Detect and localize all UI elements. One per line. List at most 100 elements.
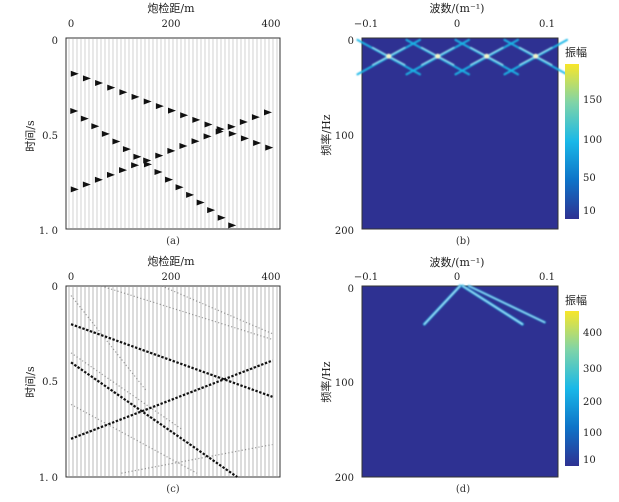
event-2-marker [119, 167, 128, 174]
panel-d-xtick-0: −0.1 [354, 272, 378, 283]
panel-b-caption: (b) [456, 236, 470, 247]
panel-a-title: 炮检距/m [147, 1, 195, 15]
event-2-marker [263, 109, 272, 116]
panel-d-xtick-1: 0 [454, 272, 460, 283]
event-1-marker [154, 169, 163, 176]
event-2-marker [227, 123, 236, 130]
event-1-marker [186, 191, 195, 198]
event-1-marker [70, 108, 79, 115]
spectral-energy [462, 285, 523, 325]
panel-c-traces [68, 285, 278, 476]
event-2 [70, 359, 273, 440]
panel-d-caption: (d) [456, 484, 470, 495]
panel-c-title: 炮检距/m [147, 254, 195, 268]
panel-d-ytick-1: 100 [335, 378, 354, 389]
event-2-marker [70, 186, 79, 193]
event-0-marker [143, 98, 152, 105]
panel-b-colorbar [565, 64, 579, 219]
event-0-marker [253, 139, 262, 146]
event-1-marker [80, 115, 89, 122]
panel-b-ytick-0: 0 [348, 36, 354, 47]
panel-d-ytick-0: 0 [348, 284, 354, 295]
panel-b-cb-tick-0: 150 [583, 95, 602, 106]
event-2-marker [94, 176, 103, 183]
panel-d-cb-tick-2: 200 [583, 397, 602, 408]
panel-b-xtick-0: −0.1 [354, 19, 378, 30]
event-2-marker [203, 133, 212, 140]
noise-event [70, 403, 198, 474]
event-1-marker [143, 161, 152, 168]
event-1-marker [196, 199, 205, 206]
event-1-marker [91, 123, 100, 130]
event-0-marker [107, 84, 116, 91]
panel-b-cb-tick-3: 10 [583, 206, 596, 217]
panel-a: 炮检距/m 0 200 400 0 0.5 1. 0 时间/s (a) [24, 1, 281, 247]
panel-a-caption: (a) [166, 236, 180, 247]
panel-b-xtick-1: 0 [454, 19, 460, 30]
event-2-marker [155, 152, 164, 159]
panel-c-ylabel: 时间/s [24, 366, 37, 398]
panel-a-ytick-0: 0 [52, 36, 58, 47]
event-2-marker [239, 118, 248, 125]
event-0-marker [192, 116, 201, 123]
panel-a-xtick-2: 400 [261, 19, 280, 30]
event-0-marker [155, 103, 164, 110]
event-0-marker [131, 93, 140, 100]
event-2-marker [131, 162, 140, 169]
panel-b-ytick-1: 100 [335, 131, 354, 142]
event-2-marker [82, 181, 91, 188]
panel-c-caption: (c) [166, 484, 180, 495]
panel-c-ytick-0: 0 [52, 282, 58, 293]
panel-a-events [70, 70, 274, 229]
panel-d-cb-tick-0: 400 [583, 328, 602, 339]
spectral-energy [423, 285, 461, 325]
panel-c-ytick-2: 1. 0 [39, 473, 58, 484]
panel-b-colorbar-label: 振幅 [565, 45, 587, 59]
event-0-marker [82, 75, 91, 82]
panel-d-title: 波数/(m⁻¹) [430, 256, 485, 269]
panel-d: 波数/(m⁻¹) −0.1 0 0.1 0 100 200 频率/Hz 振幅 4… [319, 256, 602, 495]
event-0-marker [180, 112, 189, 119]
panel-d-cb-tick-3: 100 [583, 428, 602, 439]
event-2-marker [179, 143, 188, 150]
event-0-marker [70, 70, 79, 77]
panel-b-plot-area [361, 37, 559, 230]
event-1-marker [217, 214, 226, 221]
panel-b-cb-tick-2: 50 [583, 173, 596, 184]
panel-b-xtick-2: 0.1 [539, 19, 555, 30]
panel-c-events [70, 323, 273, 478]
event-0-marker [95, 80, 104, 87]
event-2-marker [167, 147, 176, 154]
event-2-marker [106, 171, 115, 178]
event-1-marker [207, 207, 216, 214]
spectral-peak [386, 53, 392, 59]
panel-d-spectrum [422, 284, 546, 326]
panel-c-xtick-0: 0 [68, 272, 74, 283]
panel-a-ylabel: 时间/s [24, 120, 37, 152]
panel-a-ytick-2: 1. 0 [39, 226, 58, 237]
event-2-marker [215, 128, 224, 135]
event-1 [70, 361, 238, 478]
event-1-marker [122, 146, 131, 153]
spectral-peak [484, 53, 490, 59]
panel-d-plot-area [361, 285, 559, 478]
panel-c-ytick-1: 0.5 [42, 377, 58, 388]
event-0-marker [204, 121, 213, 128]
panel-d-xtick-2: 0.1 [539, 272, 555, 283]
panel-c-xtick-2: 400 [261, 272, 280, 283]
panel-c: 炮检距/m 0 200 400 0 0.5 1. 0 时间/s (c) [24, 254, 281, 495]
panel-a-xtick-0: 0 [68, 19, 74, 30]
panel-d-colorbar-label: 振幅 [565, 293, 587, 307]
panel-c-xtick-1: 200 [161, 272, 180, 283]
panel-b-spectrum [356, 38, 569, 76]
event-2-marker [251, 114, 260, 121]
event-0-marker [265, 144, 274, 151]
spectral-energy [468, 285, 546, 323]
panel-b-cb-tick-1: 100 [583, 135, 602, 146]
spectral-peak [435, 53, 441, 59]
event-2-marker [191, 138, 200, 145]
event-0-marker [119, 89, 128, 96]
panel-b-ylabel: 频率/Hz [319, 114, 333, 155]
event-1-marker [228, 222, 237, 229]
